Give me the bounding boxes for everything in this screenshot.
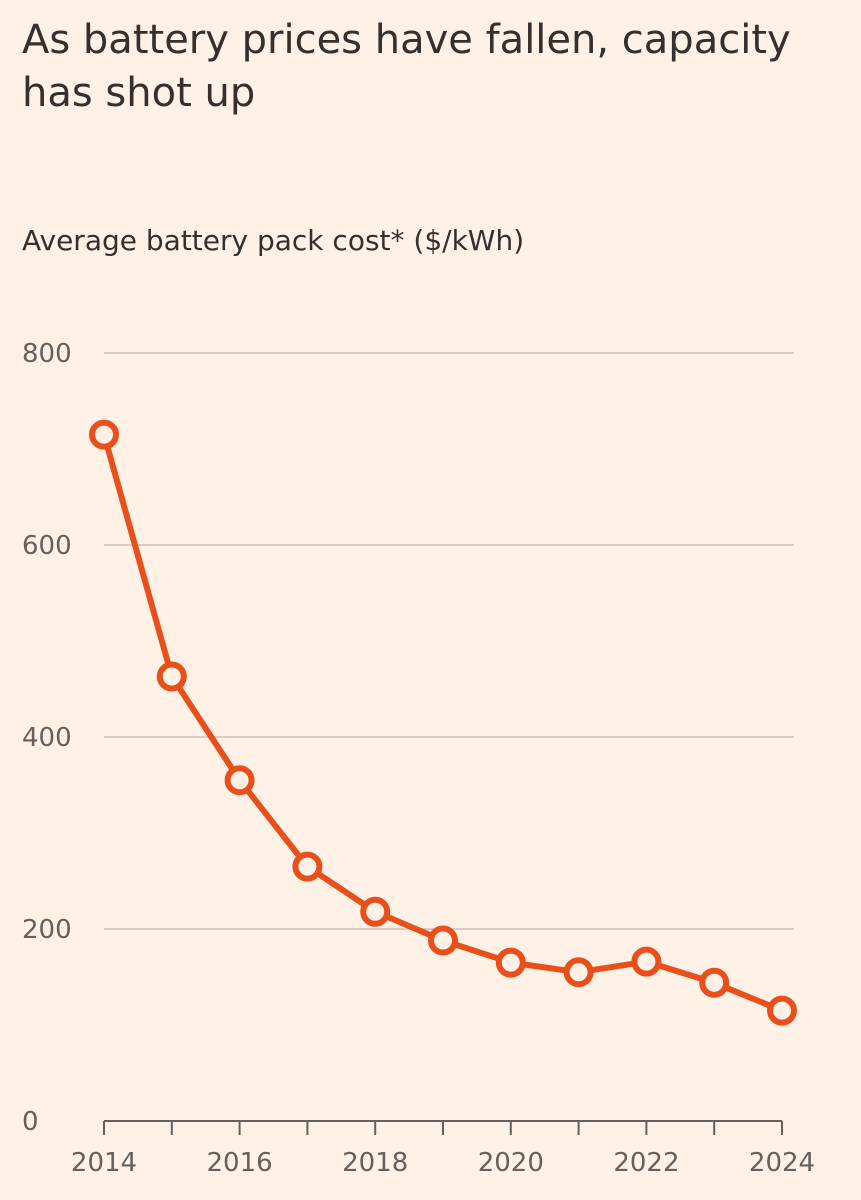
data-series — [89, 419, 797, 1026]
series-line-0 — [101, 431, 785, 1014]
x-tick-label-2014: 2014 — [71, 1148, 137, 1178]
y-tick-label-200: 200 — [22, 915, 72, 945]
x-axis-tick-labels: 2014 2016 2018 2020 2022 2024 — [71, 1148, 815, 1178]
y-tick-label-400: 400 — [22, 723, 72, 753]
data-point-2020 — [495, 947, 526, 978]
x-tick-label-2020: 2020 — [478, 1148, 544, 1178]
gridlines — [104, 352, 794, 930]
y-axis-label: Average battery pack cost* ($/kWh) — [22, 224, 525, 257]
y-axis-tick-labels: 0 200 400 600 800 — [22, 339, 72, 1137]
y-tick-label-800: 800 — [22, 339, 72, 369]
x-tick-label-2018: 2018 — [342, 1148, 408, 1178]
x-tick-label-2024: 2024 — [749, 1148, 815, 1178]
data-point-2024 — [767, 995, 797, 1026]
data-point-2017 — [292, 851, 323, 882]
data-point-2022 — [631, 946, 662, 977]
x-tick-label-2022: 2022 — [613, 1148, 679, 1178]
data-point-2019 — [428, 925, 458, 956]
data-point-2021 — [563, 957, 594, 988]
x-axis — [103, 1120, 783, 1135]
y-tick-label-600: 600 — [22, 531, 72, 561]
y-tick-label-0: 0 — [22, 1107, 39, 1137]
data-point-2016 — [224, 765, 255, 796]
chart-title: As battery prices have fallen, capacity … — [22, 17, 791, 116]
data-point-2018 — [360, 896, 391, 927]
data-point-2014 — [89, 419, 119, 450]
x-tick-label-2016: 2016 — [207, 1148, 273, 1178]
data-point-2015 — [156, 661, 187, 692]
data-point-2023 — [699, 967, 730, 998]
